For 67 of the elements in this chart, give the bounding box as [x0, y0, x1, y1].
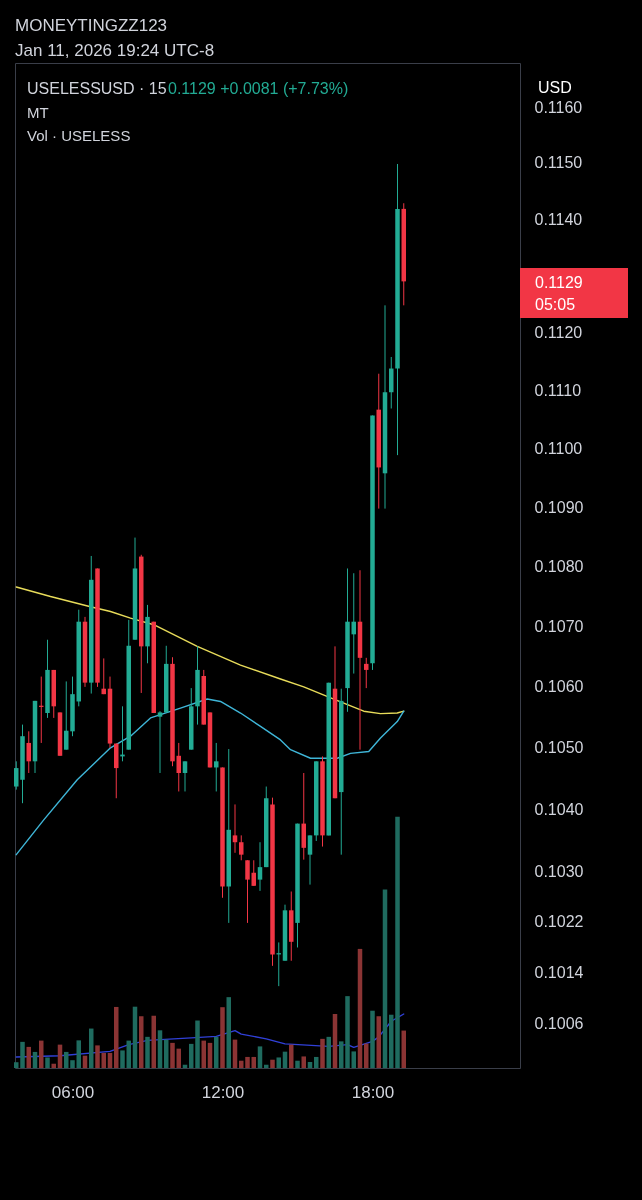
y-tick-label: 0.1050: [534, 739, 584, 757]
bar: [370, 1010, 375, 1068]
candlestick: [245, 859, 250, 924]
x-tick-label: 18:00: [351, 1082, 395, 1102]
text: 0.1129: [535, 274, 583, 291]
y-tick-label: 0.1030: [534, 863, 584, 880]
bar: [95, 1045, 100, 1068]
text: 05:05: [535, 296, 576, 313]
y-tick-label: 0.1022: [534, 913, 584, 931]
text: Jan 11, 2026 19:24 UTC-8: [15, 41, 215, 60]
bar: [214, 1036, 219, 1068]
bar: [220, 1007, 225, 1068]
y-tick-label: 0.1120: [534, 324, 583, 342]
line-series: [15, 586, 405, 715]
candlestick: [39, 676, 44, 744]
y-tick-label: 0.1040: [534, 800, 584, 818]
x-tick-label: 06:00: [51, 1082, 95, 1102]
candlestick: [64, 680, 69, 751]
text: USD: [538, 79, 572, 96]
bar: [264, 1064, 269, 1068]
bar: [289, 1044, 294, 1068]
bar: [301, 1056, 306, 1068]
y-tick-label: 0.1160: [534, 98, 583, 116]
text: 0.1129 +0.0081 (+7.73%): [168, 80, 349, 97]
bar: [270, 1059, 275, 1068]
candlestick: [214, 742, 219, 792]
bar: [139, 1016, 144, 1068]
bar: [320, 1038, 325, 1068]
candlestick: [257, 841, 263, 892]
x-tick-label: 12:00: [201, 1082, 245, 1102]
bar: [257, 1046, 263, 1068]
bar: [314, 1056, 319, 1068]
y-tick-label: 0.1110: [534, 382, 582, 400]
bar: [276, 1057, 281, 1068]
y-tick-label: 0.1090: [534, 498, 584, 516]
bar: [45, 1057, 50, 1068]
bar: [364, 1043, 369, 1068]
bar: [89, 1028, 94, 1068]
y-tick-label: 0.1070: [534, 618, 584, 636]
y-tick-label: 0.1150: [534, 154, 583, 172]
bar: [114, 1006, 119, 1068]
text: MONEYTINGZZ123: [15, 16, 168, 35]
candlestick: [157, 710, 163, 774]
bar: [145, 1036, 150, 1068]
y-tick-label: 0.1100: [534, 440, 583, 458]
bar: [164, 1039, 169, 1068]
annotation: MT: [27, 104, 49, 121]
bar: [120, 1050, 125, 1068]
candlestick: [239, 834, 244, 861]
annotation: Vol · USELESS: [27, 127, 131, 144]
candlestick: [232, 803, 238, 854]
candlestick: [364, 657, 369, 689]
bar: [39, 1040, 44, 1068]
candlestick: [307, 834, 313, 886]
text: USELESSUSD · 15: [27, 80, 167, 97]
candlestick: [182, 760, 188, 792]
bar: [295, 1060, 300, 1068]
bar: [76, 1040, 81, 1068]
y-tick-label: 0.1080: [534, 558, 584, 576]
candlestick: [389, 356, 394, 409]
y-tick-label: 0.1006: [534, 1014, 584, 1032]
line-series: [15, 698, 405, 856]
y-tick-label: 0.1140: [534, 210, 583, 228]
y-tick-label: 0.1014: [534, 963, 584, 981]
y-tick-label: 0.1060: [534, 678, 584, 696]
bar: [351, 1051, 356, 1068]
bar: [170, 1042, 175, 1068]
